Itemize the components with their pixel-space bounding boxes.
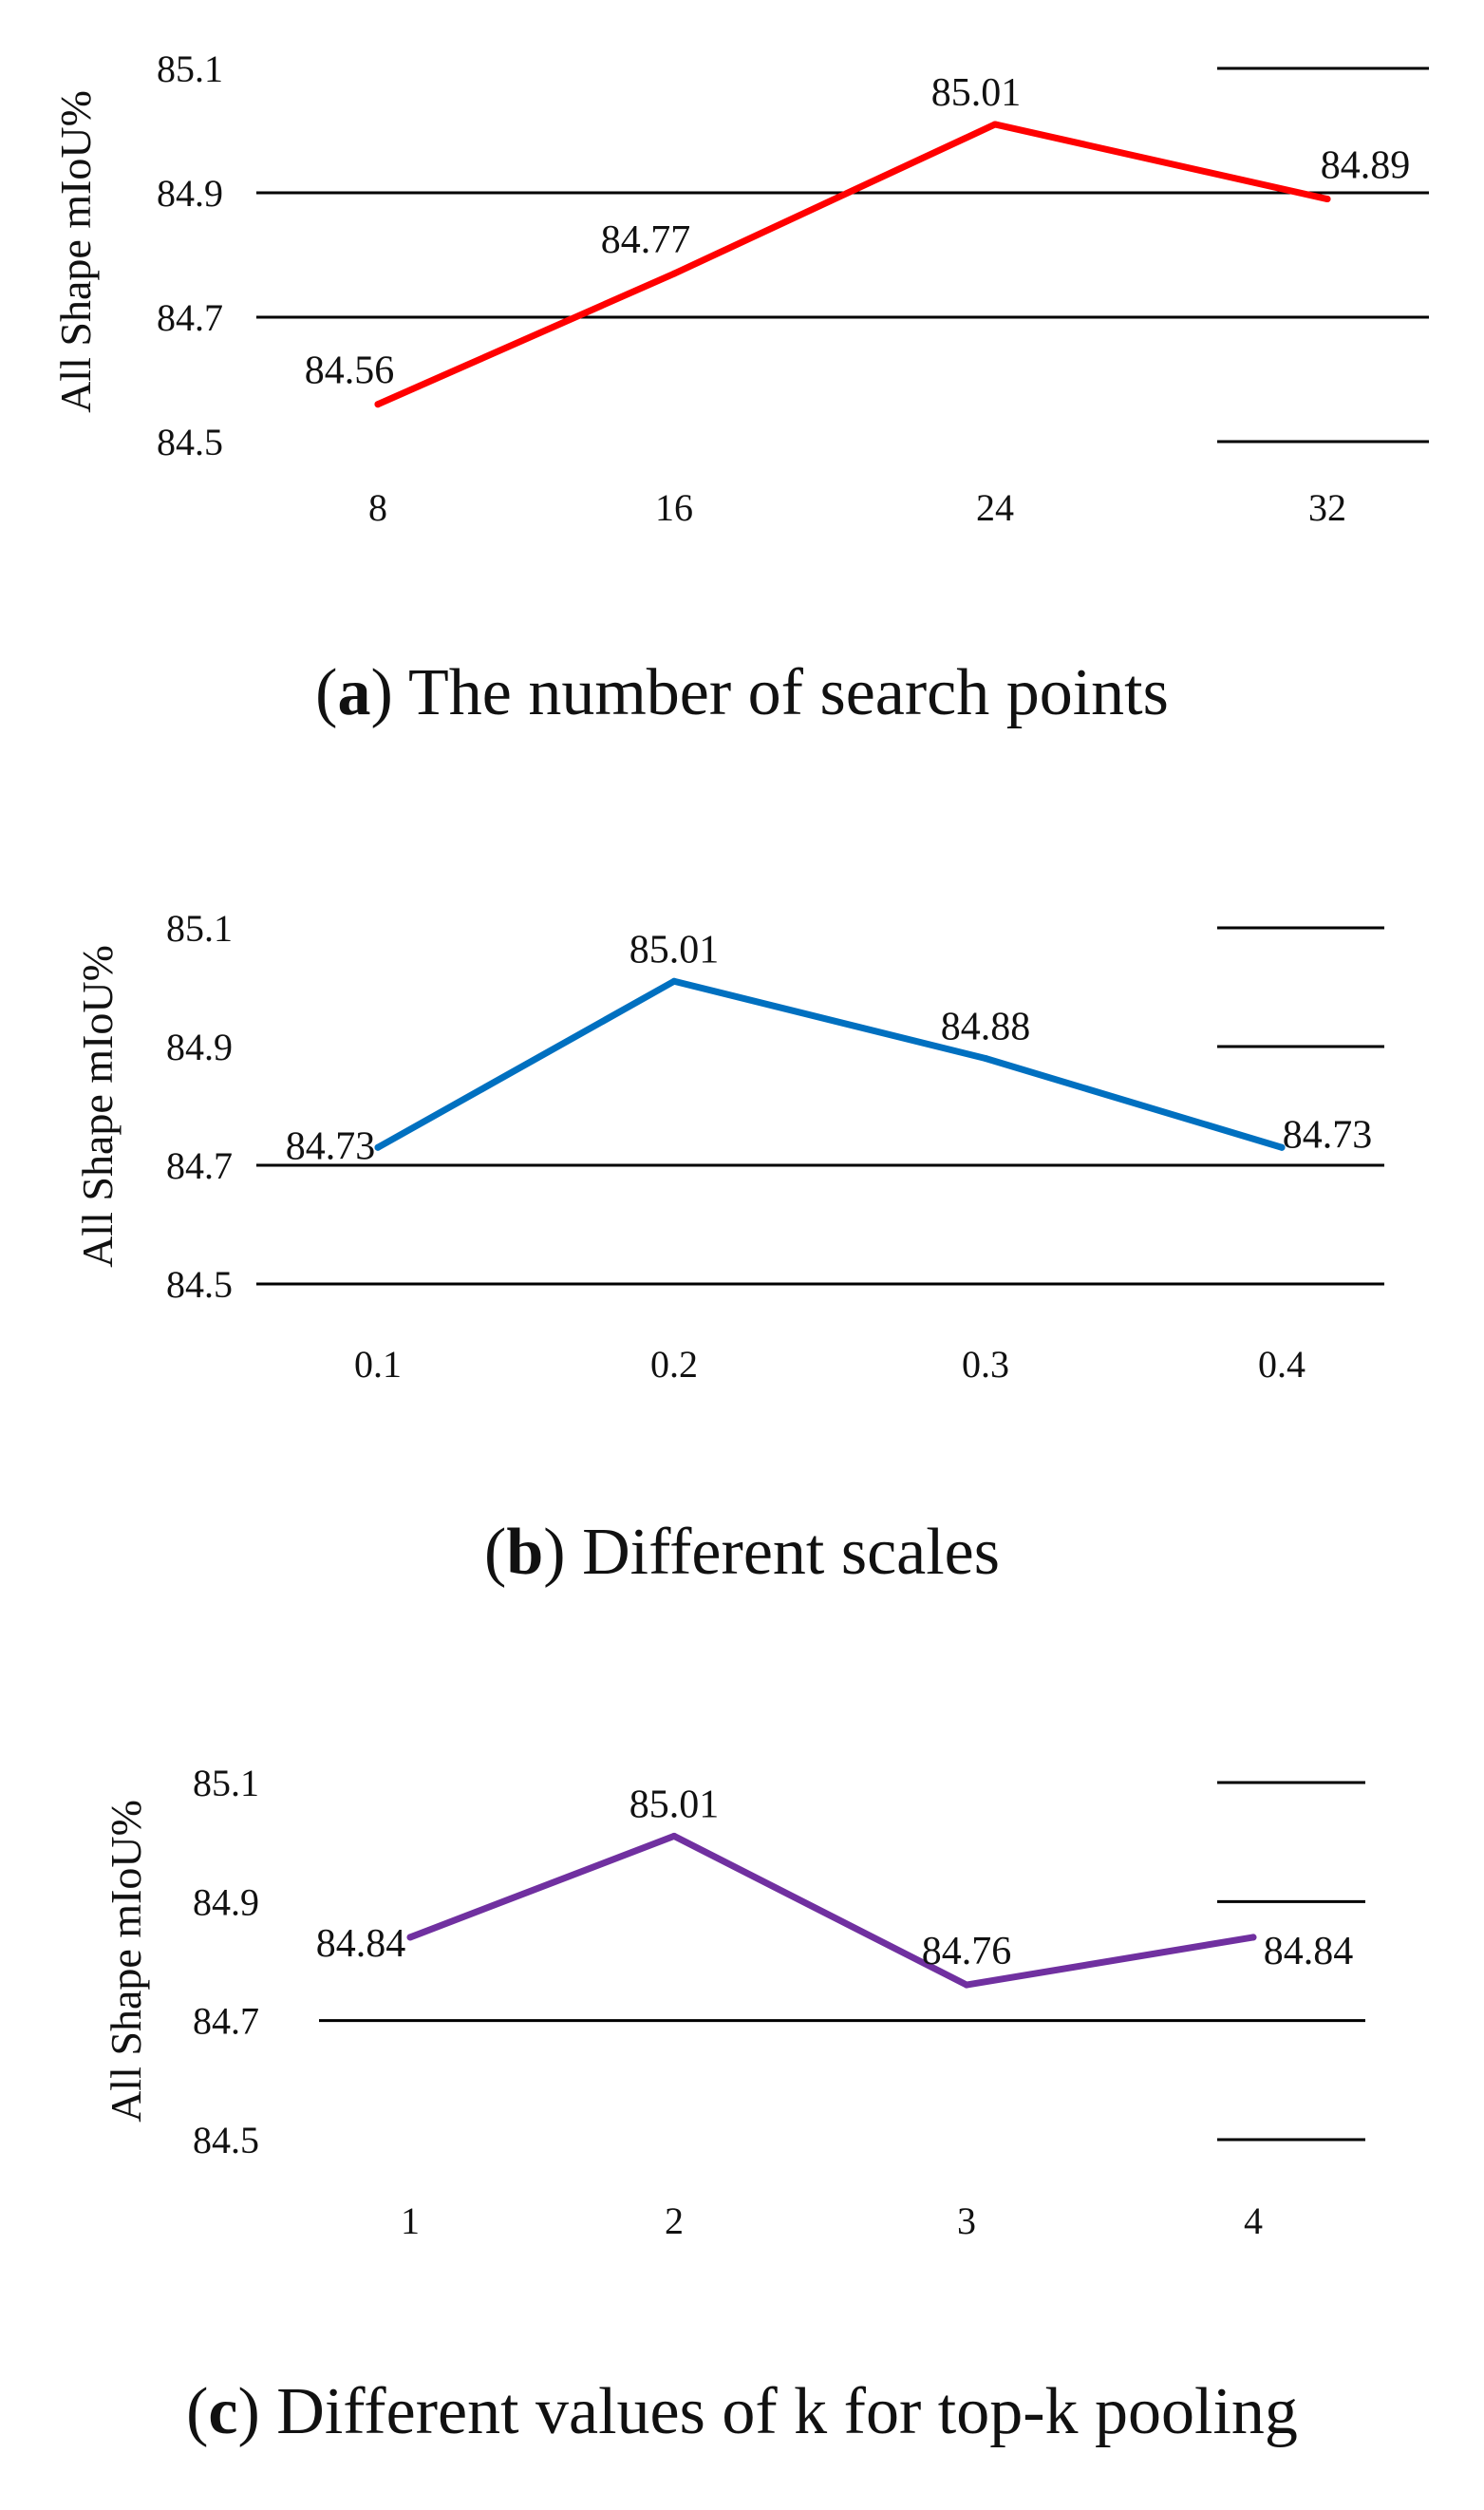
y-tick-label: 85.1 xyxy=(166,907,233,950)
y-tick-label: 84.5 xyxy=(166,1263,233,1306)
series-line xyxy=(374,121,1331,408)
series-line xyxy=(374,977,1286,1151)
data-point xyxy=(670,1832,678,1840)
y-tick-label: 84.7 xyxy=(193,2000,259,2043)
data-label: 84.73 xyxy=(286,1124,376,1168)
y-tick-label: 84.7 xyxy=(157,296,223,339)
x-tick-label: 1 xyxy=(401,2199,420,2242)
chart-a-svg: 85.1 84.9 84.7 84.5 All Shape mIoU% 8 16 24 32 84… xyxy=(51,47,1429,529)
data-label: 85.01 xyxy=(629,1783,720,1826)
data-point xyxy=(1278,1143,1286,1151)
x-tick-label: 0.1 xyxy=(354,1343,402,1386)
data-label: 84.84 xyxy=(316,1922,406,1966)
x-tick-label: 16 xyxy=(655,486,693,529)
chart-panel-c: 85.1 84.9 84.7 84.5 All Shape mIoU% 1 2 3 4 84.84… xyxy=(0,1709,1484,2279)
data-label: 84.84 xyxy=(1264,1930,1354,1973)
x-tick-label: 32 xyxy=(1308,486,1346,529)
chart-c-svg: 85.1 84.9 84.7 84.5 All Shape mIoU% 1 2 3 4 84.84… xyxy=(102,1762,1365,2242)
y-tick-label: 84.7 xyxy=(166,1144,233,1187)
data-point xyxy=(406,1934,414,1941)
caption-a-text: The number of search points xyxy=(407,656,1169,729)
series-line xyxy=(406,1832,1257,1989)
data-point xyxy=(670,977,678,985)
data-label: 85.01 xyxy=(931,71,1022,115)
data-label: 84.76 xyxy=(922,1930,1012,1973)
x-tick-label: 3 xyxy=(957,2199,976,2242)
x-tick-label: 8 xyxy=(368,486,387,529)
chart-b-svg: 85.1 84.9 84.7 84.5 All Shape mIoU% 0.1 0.2 0.3… xyxy=(73,907,1384,1386)
data-label: 84.77 xyxy=(601,218,691,262)
y-tick-label: 84.9 xyxy=(157,172,223,215)
caption-c: (c) Different values of k for top-k pool… xyxy=(186,2375,1298,2448)
caption-c-letter: c xyxy=(208,2375,238,2448)
data-point xyxy=(991,121,999,128)
y-tick-label: 85.1 xyxy=(193,1762,259,1804)
y-axis-label: All Shape mIoU% xyxy=(102,1800,150,2123)
y-axis-label: All Shape mIoU% xyxy=(73,945,122,1268)
x-tick-label: 4 xyxy=(1244,2199,1263,2242)
data-point xyxy=(1249,1934,1257,1941)
data-label: 85.01 xyxy=(629,928,720,972)
caption-b: (b) Different scales xyxy=(484,1516,1000,1589)
data-point xyxy=(374,401,382,408)
data-label: 84.56 xyxy=(305,349,395,393)
caption-b-letter: b xyxy=(506,1516,544,1589)
chart-panel-b: 85.1 84.9 84.7 84.5 All Shape mIoU% 0.1 0.2 0.3… xyxy=(0,855,1484,1425)
x-tick-label: 0.4 xyxy=(1258,1343,1306,1386)
y-axis-label: All Shape mIoU% xyxy=(51,90,100,413)
data-label: 84.88 xyxy=(941,1006,1031,1049)
data-label: 84.89 xyxy=(1321,144,1411,188)
x-tick-label: 0.2 xyxy=(650,1343,698,1386)
caption-c-text: Different values of k for top-k pooling xyxy=(276,2375,1298,2448)
x-tick-label: 2 xyxy=(665,2199,684,2242)
data-point xyxy=(1324,196,1331,203)
caption-a: (a) The number of search points xyxy=(315,656,1169,729)
caption-a-letter: a xyxy=(337,656,371,729)
x-tick-label: 24 xyxy=(976,486,1014,529)
data-point xyxy=(670,270,678,277)
y-tick-label: 84.9 xyxy=(193,1880,259,1923)
y-tick-label: 84.5 xyxy=(157,421,223,463)
data-point xyxy=(982,1055,989,1062)
data-point xyxy=(374,1143,382,1151)
caption-b-text: Different scales xyxy=(582,1516,1000,1589)
y-tick-label: 85.1 xyxy=(157,47,223,90)
data-point xyxy=(963,1981,970,1989)
chart-panel-a: 85.1 84.9 84.7 84.5 All Shape mIoU% 8 16 24 32 84… xyxy=(0,0,1484,570)
y-tick-label: 84.9 xyxy=(166,1026,233,1068)
y-tick-label: 84.5 xyxy=(193,2119,259,2161)
data-label: 84.73 xyxy=(1283,1113,1373,1157)
x-tick-label: 0.3 xyxy=(962,1343,1009,1386)
